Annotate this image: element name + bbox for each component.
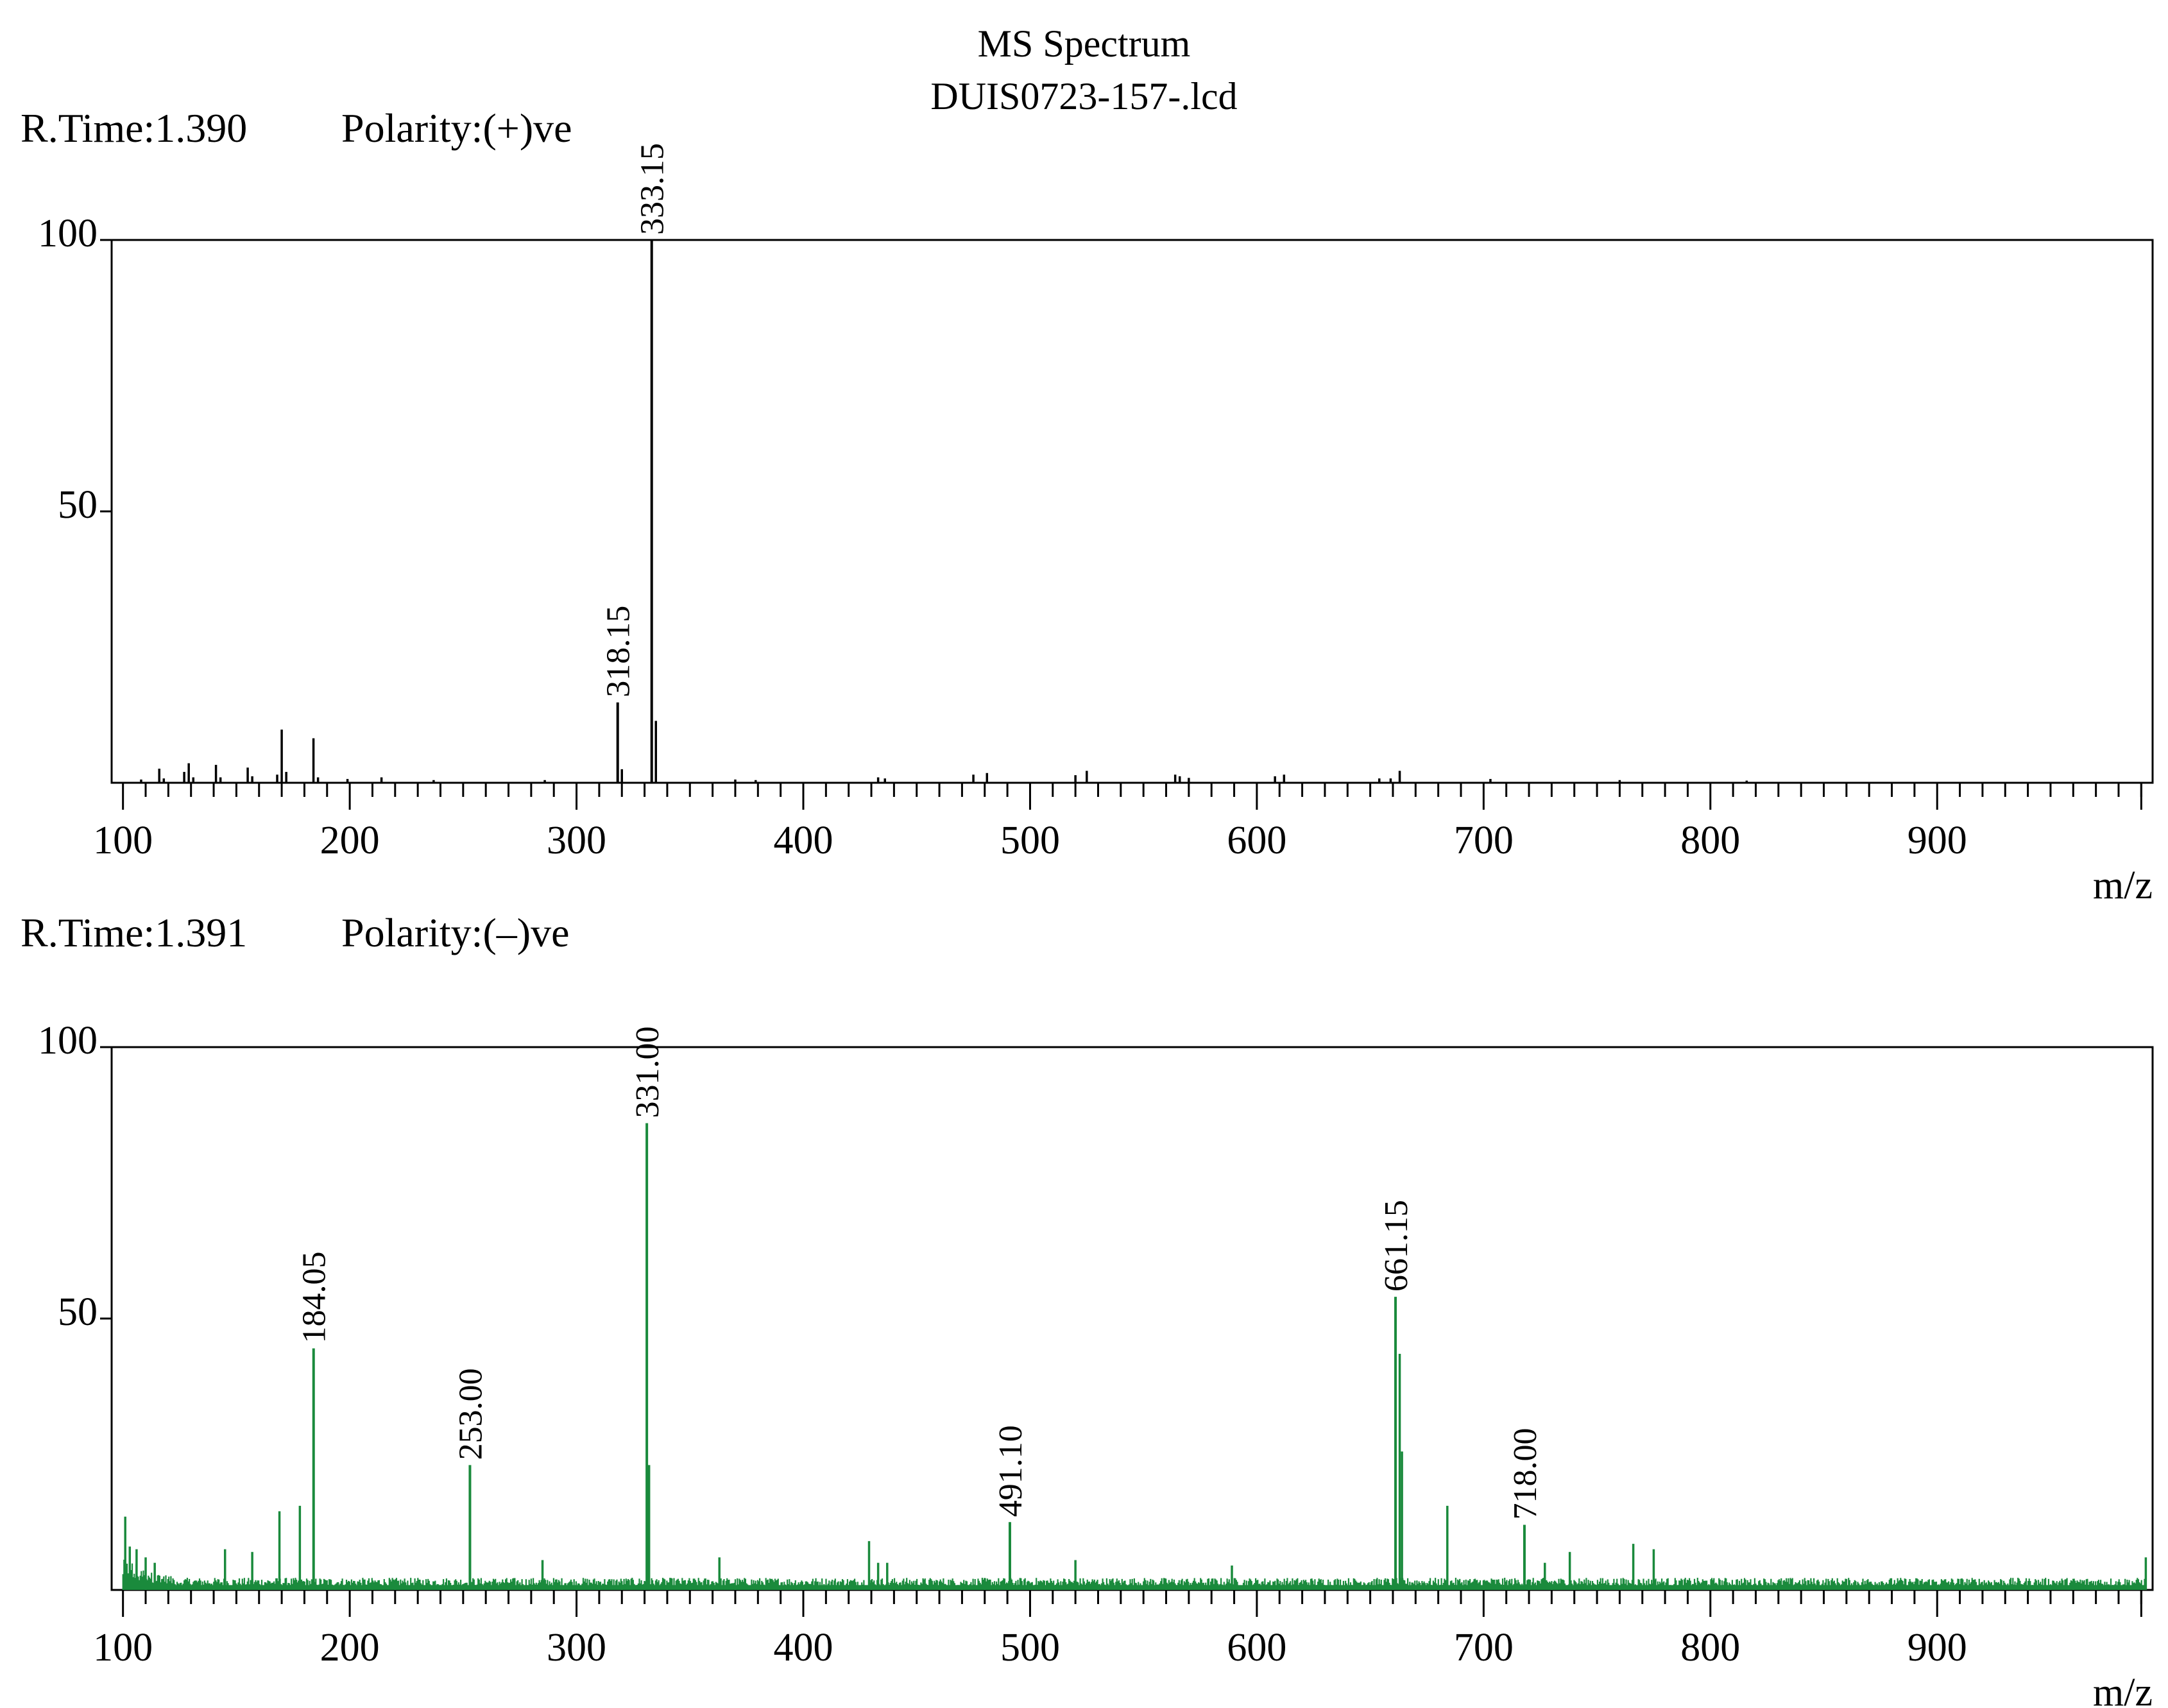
x-tick-label: 400 [774,819,833,862]
y-tick-label: 50 [58,483,98,527]
x-tick-label: 600 [1227,1626,1286,1670]
y-tick-label: 50 [58,1290,98,1334]
rtime-label-negative: R.Time:1.391 [21,910,248,955]
file-name: DUIS0723-157-.lcd [930,75,1238,117]
peak-label: 661.15 [1378,1200,1415,1292]
x-tick-label: 100 [93,819,153,862]
x-tick-label: 800 [1680,1626,1740,1670]
noise-baseline [123,1585,2146,1590]
rtime-label-positive: R.Time:1.390 [21,105,248,151]
x-tick-label: 400 [774,1626,833,1670]
peak-label: 333.15 [635,143,671,235]
x-tick-label: 500 [1000,1626,1060,1670]
x-tick-label: 800 [1680,819,1740,862]
polarity-label-negative: Polarity:(–)ve [341,910,570,955]
plot-frame [110,1046,2154,1591]
x-tick-label: 700 [1454,1626,1514,1670]
x-tick-label: 900 [1908,819,1967,862]
peak-label: 184.05 [296,1252,333,1344]
peak-label: 253.00 [452,1368,489,1460]
x-tick-label: 600 [1227,819,1286,862]
peak-label: 331.00 [629,1026,666,1118]
peak-label: 318.15 [601,606,637,697]
x-tick-label: 200 [320,1626,380,1670]
x-tick-label: 100 [93,1626,153,1670]
y-tick-label: 100 [38,1019,98,1063]
x-tick-label: 200 [320,819,380,862]
polarity-label-positive: Polarity:(+)ve [341,105,572,151]
x-axis-label: m/z [2093,1671,2153,1708]
x-tick-label: 500 [1000,819,1060,862]
plot-frame [110,239,2154,784]
x-tick-label: 900 [1908,1626,1967,1670]
x-tick-label: 300 [547,819,606,862]
peak-label: 718.00 [1507,1428,1544,1519]
x-tick-label: 300 [547,1626,606,1670]
peak-label: 491.10 [993,1425,1029,1517]
y-tick-label: 100 [38,212,98,255]
spectrum-title: MS Spectrum [977,22,1191,65]
x-axis-label: m/z [2093,864,2153,907]
x-tick-label: 700 [1454,819,1514,862]
